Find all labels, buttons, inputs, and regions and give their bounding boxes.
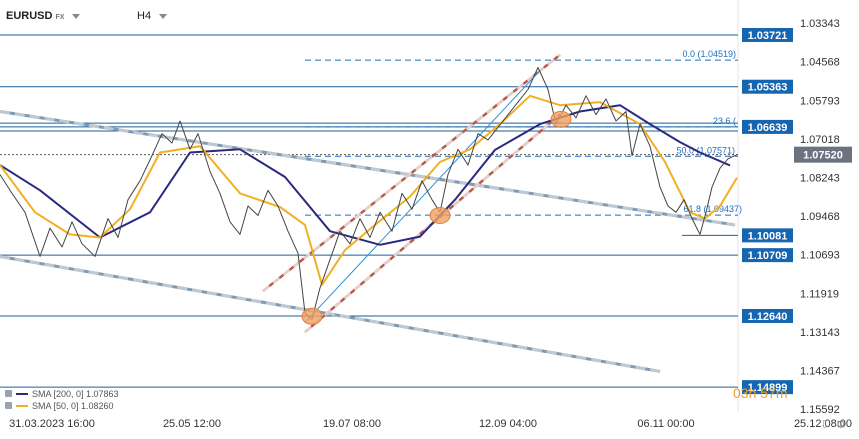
x-tick-label: 06.11 00:00: [637, 418, 694, 430]
indicator-label: SMA [50, 0] 1.08260: [32, 401, 114, 411]
level-label-text: 1.06639: [748, 122, 788, 134]
level-label-bg: [742, 228, 793, 243]
trendlines: [0, 53, 736, 373]
trendline-red-dash: [304, 113, 561, 333]
download-icon: ⇩: [820, 418, 829, 431]
level-label-bg: [742, 79, 793, 94]
y-tick-label: 1.03343: [800, 18, 840, 30]
price-axis-bg: [738, 0, 859, 439]
timeframe-label: H4: [137, 10, 152, 22]
fib-label: 50.0 (1.07571): [676, 145, 735, 155]
level-label-bg: [742, 308, 793, 323]
symbol-name: EURUSD: [6, 10, 53, 22]
sma-200-line: [0, 104, 731, 246]
y-tick-label: 1.13143: [800, 327, 840, 339]
x-axis-ticks: 31.03.2023 16:00 25.05 12:00 19.07 08:00 12…: [9, 418, 852, 430]
price-line: [0, 66, 738, 320]
y-tick-label: 1.07018: [800, 134, 840, 146]
level-label-bg: [742, 380, 793, 395]
fib-label: 23.6 (: [713, 116, 736, 126]
timeframe-selector[interactable]: H4: [137, 10, 168, 22]
level-label-text: 1.05363: [748, 82, 788, 94]
level-label-bg: [742, 248, 793, 263]
level-label-bg: [742, 119, 793, 134]
gear-icon: ⚙: [836, 418, 846, 431]
level-lines: [0, 34, 738, 388]
series-lines: [0, 66, 738, 320]
fibonacci-levels: 61.8 (1.09437) 50.0 (1.07571) 23.6 ( 0.0 (1…: [305, 49, 742, 216]
level-label-text: 1.14899: [748, 382, 788, 394]
level-label-text: 1.12640: [748, 311, 788, 323]
countdown-timer: 03h 57m: [733, 385, 787, 401]
marker-circles: [301, 110, 572, 325]
fib-label: 0.0 (1.04519): [682, 49, 736, 59]
chevron-down-icon: [159, 13, 168, 19]
level-label-bg: [742, 27, 793, 42]
marker-circle: [429, 206, 451, 224]
x-tick-label: 31.03.2023 16:00: [9, 418, 95, 430]
trendline-red-dash: [262, 53, 561, 293]
level-labels: 1.14899 1.12640 1.10709 1.10081 1.06639 1.053…: [742, 27, 793, 395]
y-tick-label: 1.09468: [800, 211, 840, 223]
marker-circle: [301, 307, 323, 325]
y-tick-label: 1.04568: [800, 57, 840, 69]
y-tick-label: 1.08243: [800, 172, 840, 184]
indicator-label: SMA [200, 0] 1.07863: [32, 389, 119, 399]
x-tick-label: 12.09 04:00: [479, 418, 537, 430]
eye-icon: [5, 402, 12, 409]
y-tick-label: 1.05793: [800, 95, 840, 107]
level-label-text: 1.03721: [748, 30, 788, 42]
trendline-blue: [304, 70, 541, 323]
symbol-selector[interactable]: EURUSD FX: [6, 10, 81, 22]
x-tick-label: 25.12 08:00: [794, 418, 852, 430]
current-price-label-bg: [794, 146, 852, 163]
eye-icon: [5, 390, 12, 397]
x-tick-label: 19.07 08:00: [323, 418, 381, 430]
sma-50-line: [0, 94, 738, 286]
fib-label: 61.8 (1.09437): [683, 204, 742, 214]
indicator-legend: SMA [200, 0] 1.07863 SMA [50, 0] 1.08260: [5, 389, 119, 411]
trendline-channel-dash: [0, 254, 661, 373]
marker-circle: [550, 110, 572, 128]
y-tick-label: 1.10693: [800, 250, 840, 262]
y-axis-ticks: 1.15592 1.14367 1.13143 1.11919 1.10693 1.094…: [800, 18, 840, 416]
y-tick-label: 1.11919: [800, 288, 839, 300]
chevron-down-icon: [72, 13, 81, 19]
trendline-channel-dash: [0, 110, 736, 227]
level-label-text: 1.10709: [748, 250, 788, 262]
current-price-label: 1.07520: [803, 150, 843, 162]
symbol-type: FX: [55, 14, 65, 21]
y-tick-label: 1.15592: [800, 404, 840, 416]
x-tick-label: 25.05 12:00: [163, 418, 221, 430]
y-tick-label: 1.14367: [800, 365, 840, 377]
level-label-text: 1.10081: [748, 230, 788, 242]
